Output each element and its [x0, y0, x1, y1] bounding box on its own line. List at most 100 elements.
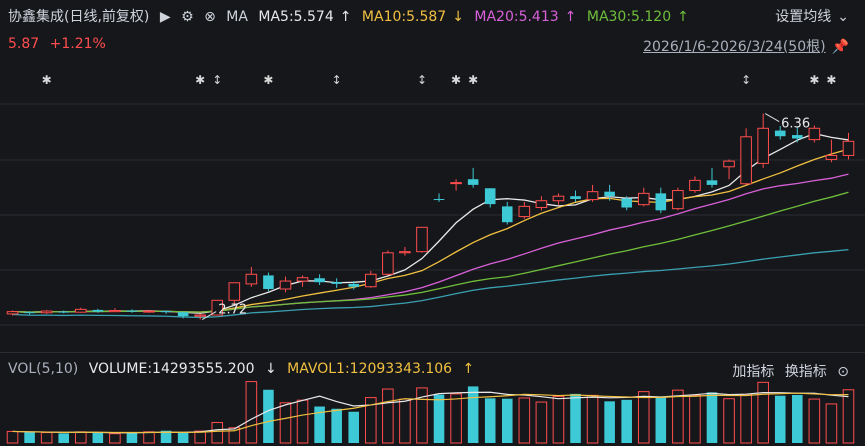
ma30-arrow: ↑: [677, 9, 689, 25]
volume-arrow: ↓: [264, 361, 277, 377]
add-indicator-button[interactable]: 加指标: [732, 364, 775, 380]
volume-bar: [450, 393, 462, 444]
candle-body: [143, 310, 155, 313]
candle-body: [518, 205, 531, 218]
event-marker: ↕: [332, 73, 342, 87]
candle: [109, 308, 121, 313]
candle-body: [723, 160, 735, 168]
candle: [621, 196, 632, 211]
candle-body: [211, 299, 224, 316]
candle-body: [245, 273, 258, 285]
date-range[interactable]: 2026/1/6-2026/3/24(50根): [643, 39, 826, 55]
event-marker: ✱: [263, 73, 273, 87]
chevron-down-icon: ⌄: [837, 9, 849, 25]
last-price: 5.87: [8, 36, 40, 52]
volume-bar: [348, 411, 360, 443]
event-marker: ✱: [195, 73, 205, 87]
volume-bar: [228, 427, 241, 444]
candle: [672, 187, 684, 211]
candle-body: [314, 278, 325, 283]
volume-bar: [6, 430, 19, 444]
candle-body: [689, 179, 701, 192]
candle-body: [637, 192, 650, 206]
more-icon[interactable]: ⊙: [837, 364, 849, 380]
candle-body: [399, 251, 411, 254]
candle-body: [740, 136, 752, 185]
pin-icon[interactable]: 📌: [831, 39, 849, 55]
mavol1-value: MAVOL1:12093343.106: [287, 361, 453, 377]
volume-bar: [825, 403, 838, 444]
ma30-value: MA30:5.120: [586, 9, 672, 25]
candle: [177, 311, 189, 319]
volume-header: VOL(5,10) VOLUME:14293555.200 ↓ MAVOL1:1…: [8, 361, 480, 377]
volume-bar: [842, 389, 855, 444]
candle: [570, 190, 581, 202]
event-marker: ✱: [451, 73, 461, 87]
candle: [92, 308, 104, 313]
candle-body: [467, 179, 479, 185]
volume-bar: [535, 401, 548, 444]
candle-body: [382, 252, 394, 275]
event-marker: ✱: [42, 73, 52, 87]
candle: [211, 299, 224, 316]
candle-body: [604, 191, 615, 197]
candle: [194, 313, 206, 320]
volume-actions: 加指标 换指标 ⊙: [732, 361, 855, 381]
event-marker: ✱: [468, 73, 478, 87]
ma5-line: [12, 132, 849, 314]
close-icon[interactable]: ⊗: [204, 9, 216, 25]
volume-bar: [263, 389, 274, 443]
mavol1-arrow: ↑: [462, 361, 475, 377]
volume-ma5-line: [12, 391, 849, 434]
ma60-line: [12, 248, 849, 319]
volume-bar: [672, 389, 684, 444]
candle: [314, 274, 325, 286]
candle: [842, 132, 855, 160]
play-icon[interactable]: ▶: [159, 9, 171, 25]
change-percent: +1.21%: [49, 36, 106, 52]
low-pointer: [201, 311, 217, 320]
candle: [348, 281, 360, 290]
candle: [604, 184, 615, 201]
candle: [58, 310, 69, 314]
volume-bar: [484, 398, 496, 443]
candle-body: [842, 140, 855, 156]
volume-bar: [723, 398, 735, 444]
volume-bar: [570, 393, 581, 443]
candle: [279, 276, 292, 293]
volume-bar: [552, 395, 565, 444]
candle-body: [365, 273, 377, 288]
volume-bar: [245, 381, 258, 444]
volume-bar: [365, 397, 377, 444]
candle-body: [296, 277, 309, 282]
candle: [792, 127, 803, 143]
date-range-bar: 2026/1/6-2026/3/24(50根) 📌: [643, 36, 855, 56]
candle: [143, 309, 155, 313]
candle: [586, 184, 599, 202]
candle-body: [706, 180, 718, 185]
volume-bar: [143, 431, 155, 444]
volume-value: VOLUME:14293555.200: [88, 361, 255, 377]
switch-indicator-button[interactable]: 换指标: [784, 364, 827, 380]
high-label: 6.36: [781, 117, 810, 132]
volume-bar: [109, 433, 121, 444]
event-marker: ↕: [417, 73, 427, 87]
candle: [467, 167, 479, 188]
candle: [552, 193, 565, 205]
volume-bar: [655, 396, 667, 443]
candle-body: [416, 226, 428, 253]
candle-body: [757, 127, 769, 164]
ma20-value: MA20:5.413: [474, 9, 559, 25]
candle-body: [24, 312, 35, 314]
volume-bar: [40, 432, 53, 444]
event-marker: ✱: [826, 73, 836, 87]
candle-body: [40, 310, 53, 314]
candle-body: [535, 200, 548, 209]
volume-bar: [58, 433, 69, 443]
set-ma-button[interactable]: 设置均线 ⌄: [775, 6, 855, 26]
volume-bar: [160, 430, 172, 443]
gear-icon[interactable]: ⚙: [181, 9, 194, 25]
candle: [160, 310, 172, 314]
ma10-arrow: ↓: [452, 9, 464, 25]
candle: [757, 113, 769, 168]
